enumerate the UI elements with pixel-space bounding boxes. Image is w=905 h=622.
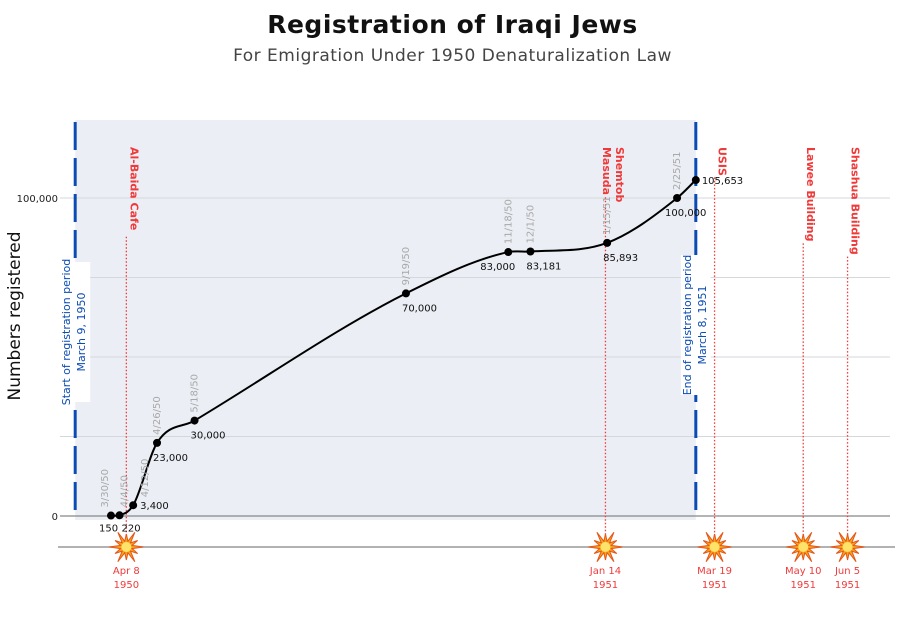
event-year: 1950 bbox=[114, 580, 139, 591]
event-label: Shemtob bbox=[613, 147, 626, 202]
data-label: 150 bbox=[99, 524, 118, 535]
period-label: Start of registration period bbox=[60, 259, 73, 405]
explosion-core bbox=[709, 542, 720, 552]
date-label: 9/19/50 bbox=[401, 247, 412, 286]
event-date: May 10 bbox=[785, 566, 822, 577]
period-label-background bbox=[60, 262, 91, 402]
date-label: 5/18/50 bbox=[190, 374, 201, 413]
data-label: 83,000 bbox=[480, 262, 515, 273]
chart-title: Registration of Iraqi Jews bbox=[267, 10, 638, 39]
y-tick-label: 0 bbox=[52, 512, 58, 523]
data-point bbox=[504, 248, 513, 257]
date-label: 4/12/50 bbox=[140, 459, 151, 498]
date-label: 11/18/50 bbox=[503, 199, 514, 244]
data-point bbox=[673, 194, 682, 202]
data-label: 70,000 bbox=[402, 303, 437, 314]
event-label: Al-Baida Cafe bbox=[127, 147, 140, 230]
data-label: 23,000 bbox=[153, 453, 188, 464]
explosion-core bbox=[798, 542, 809, 552]
date-label: 4/4/50 bbox=[120, 475, 131, 507]
explosion-icon bbox=[830, 531, 865, 563]
period-sublabel: March 8, 1951 bbox=[696, 285, 709, 364]
y-tick-label: 100,000 bbox=[17, 194, 58, 205]
event-label: Masuda bbox=[600, 147, 613, 195]
data-point bbox=[526, 247, 535, 256]
explosion-icon bbox=[109, 531, 144, 563]
explosion-icon bbox=[786, 531, 821, 563]
data-label: 105,653 bbox=[702, 176, 743, 187]
event-year: 1951 bbox=[702, 580, 727, 591]
data-point bbox=[107, 511, 115, 520]
event-date: Jun 5 bbox=[834, 566, 860, 577]
chart-subtitle: For Emigration Under 1950 Denaturalizati… bbox=[233, 46, 672, 66]
data-label: 83,181 bbox=[526, 261, 561, 272]
data-point bbox=[190, 416, 199, 425]
data-point bbox=[153, 438, 162, 447]
explosion-icon bbox=[697, 531, 732, 563]
y-axis-title: Numbers registered bbox=[5, 232, 25, 401]
data-point bbox=[603, 238, 612, 247]
event-date: Jan 14 bbox=[589, 566, 621, 577]
explosion-icon bbox=[588, 531, 623, 563]
period-label-background bbox=[680, 255, 711, 395]
data-point bbox=[115, 511, 124, 520]
date-label: 12/1/50 bbox=[525, 205, 536, 244]
data-label: 30,000 bbox=[191, 431, 226, 442]
data-label: 3,400 bbox=[140, 501, 169, 512]
explosion-core bbox=[121, 542, 132, 552]
date-label: 3/30/50 bbox=[100, 469, 111, 508]
data-point bbox=[691, 176, 700, 185]
data-label: 85,893 bbox=[603, 253, 638, 264]
event-date: Mar 19 bbox=[697, 566, 732, 577]
event-year: 1951 bbox=[593, 580, 618, 591]
event-date: Apr 8 bbox=[113, 566, 140, 577]
event-label: USIS bbox=[716, 147, 729, 176]
registration-period-shade bbox=[75, 120, 696, 520]
data-point bbox=[401, 289, 410, 298]
date-label: 1/15/51 bbox=[602, 196, 613, 235]
explosion-core bbox=[600, 542, 611, 552]
data-point bbox=[129, 501, 138, 510]
period-sublabel: March 9, 1950 bbox=[75, 292, 88, 371]
event-label: Lawee Building bbox=[804, 147, 817, 241]
data-label: 100,000 bbox=[665, 208, 706, 219]
event-year: 1951 bbox=[835, 580, 860, 591]
explosion-core bbox=[842, 542, 853, 552]
date-label: 2/25/51 bbox=[672, 151, 683, 190]
event-year: 1951 bbox=[791, 580, 816, 591]
date-label: 4/26/50 bbox=[152, 396, 163, 435]
data-label: 220 bbox=[122, 523, 141, 534]
period-label: End of registration period bbox=[681, 255, 694, 396]
event-label: Shashua Building bbox=[849, 147, 862, 255]
